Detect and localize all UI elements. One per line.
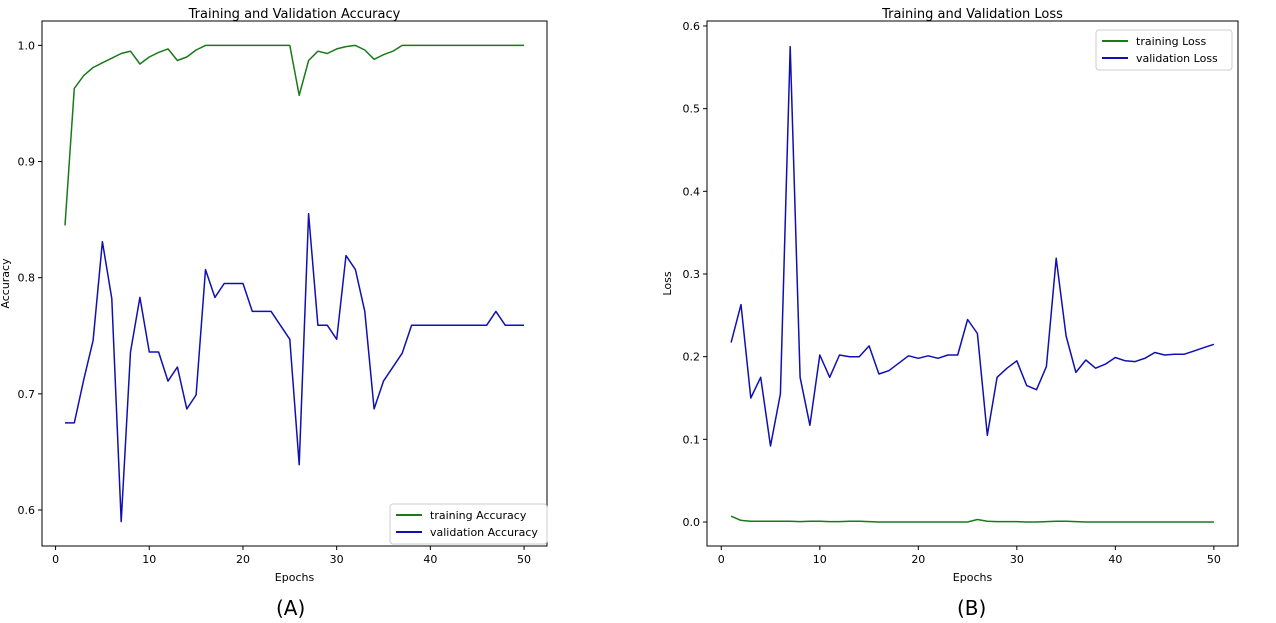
chart-title: Training and Validation Accuracy (188, 7, 401, 22)
x-tick-label: 30 (330, 553, 344, 566)
legend-label: validation Loss (1136, 52, 1218, 65)
chart-accuracy: Training and Validation Accuracy 0 10 20 30 4… (0, 7, 548, 584)
x-tick-label: 30 (1010, 553, 1024, 566)
chart-loss: Training and Validation Loss 0 10 20 30 40 50 0… (661, 7, 1239, 584)
y-tick-label: 0.9 (18, 156, 36, 169)
legend-box (1095, 29, 1233, 71)
legend: training Accuracy validation Accuracy (389, 503, 548, 545)
x-tick-label: 20 (236, 553, 250, 566)
legend-box (389, 503, 548, 545)
y-tick-label: 0.0 (683, 516, 701, 529)
y-tick-label: 0.4 (683, 185, 701, 198)
x-tick-label: 50 (517, 553, 531, 566)
series-line-training-loss (730, 515, 1214, 523)
y-tick-label: 0.2 (683, 351, 701, 364)
x-tick-label: 50 (1207, 553, 1221, 566)
y-tick-label: 0.7 (18, 388, 36, 401)
y-tick-label: 0.5 (683, 103, 701, 116)
series-line-validation-accuracy (65, 213, 524, 523)
plot-frame (41, 20, 548, 547)
plot-frame (706, 20, 1239, 547)
x-tick-label: 40 (423, 553, 437, 566)
y-tick-label: 0.3 (683, 268, 701, 281)
panel-label-b: (B) (957, 596, 987, 620)
x-tick-label: 20 (911, 553, 925, 566)
legend: training Loss validation Loss (1095, 29, 1233, 71)
x-tick-label: 10 (142, 553, 156, 566)
x-tick-label: 0 (718, 553, 725, 566)
y-axis-label: Accuracy (0, 258, 12, 309)
y-tick-label: 1.0 (18, 39, 36, 52)
x-axis-label: Epochs (953, 571, 993, 584)
y-tick-label: 0.1 (683, 433, 701, 446)
series-line-training-accuracy (64, 44, 524, 226)
x-tick-label: 0 (52, 553, 59, 566)
legend-label: training Loss (1136, 35, 1207, 48)
y-tick-label: 0.8 (18, 272, 36, 285)
legend-label: training Accuracy (430, 509, 527, 522)
chart-title: Training and Validation Loss (881, 7, 1063, 22)
y-tick-label: 0.6 (18, 504, 36, 517)
legend-label: validation Accuracy (430, 526, 538, 539)
x-tick-label: 40 (1108, 553, 1122, 566)
x-axis-label: Epochs (275, 571, 315, 584)
x-tick-label: 10 (813, 553, 827, 566)
y-tick-label: 0.6 (683, 20, 701, 33)
panel-label-a: (A) (276, 596, 306, 620)
series-line-validation-loss (730, 45, 1215, 447)
y-axis-label: Loss (661, 271, 674, 295)
